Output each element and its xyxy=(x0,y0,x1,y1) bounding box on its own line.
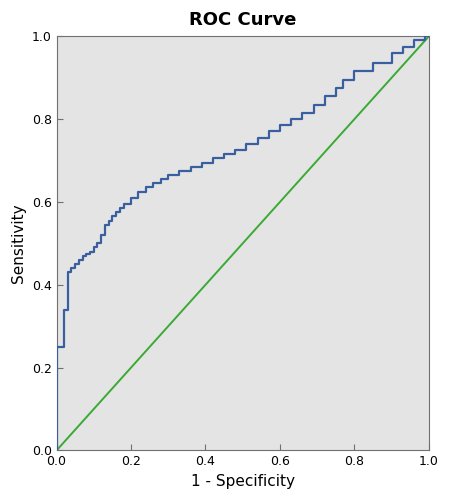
X-axis label: 1 - Specificity: 1 - Specificity xyxy=(191,474,295,489)
Title: ROC Curve: ROC Curve xyxy=(189,11,297,29)
Y-axis label: Sensitivity: Sensitivity xyxy=(11,204,26,283)
